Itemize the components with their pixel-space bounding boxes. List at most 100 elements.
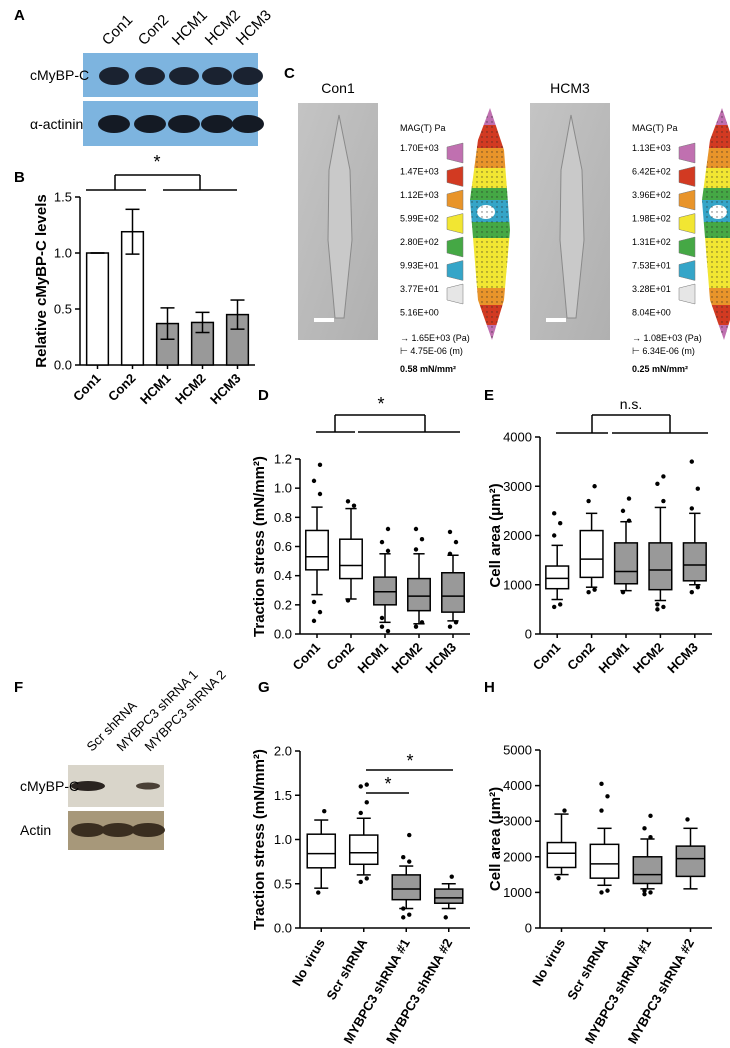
outlier <box>379 624 385 629</box>
x-tick-label: HCM2 <box>630 640 667 677</box>
outlier <box>586 589 591 595</box>
outlier <box>695 585 700 590</box>
y-axis-label: Cell area (μm²) <box>487 787 504 891</box>
legend-swatch <box>678 166 696 187</box>
annotation: * <box>384 774 391 794</box>
outlier <box>345 499 351 504</box>
box <box>545 565 570 590</box>
box <box>675 845 706 878</box>
y-tick-label: 0.5 <box>274 876 292 891</box>
row-label: Actin <box>20 822 51 838</box>
outlier <box>552 604 557 610</box>
box <box>391 874 422 901</box>
y-tick-label: 3000 <box>503 479 532 494</box>
outlier <box>620 589 626 595</box>
outlier <box>620 508 626 514</box>
outlier <box>648 890 653 895</box>
y-tick-label: 0.0 <box>54 358 72 373</box>
outlier <box>685 817 690 822</box>
outlier <box>358 784 363 789</box>
y-tick-label: 4000 <box>503 430 532 445</box>
outlier <box>413 547 419 552</box>
y-axis-label: Cell area (μm²) <box>487 483 504 587</box>
outlier <box>605 794 610 799</box>
outlier <box>379 539 385 545</box>
x-tick-label: Con1 <box>530 640 564 674</box>
outlier <box>599 781 604 787</box>
outlier <box>413 624 419 629</box>
heat-map <box>702 108 730 340</box>
outlier <box>648 835 653 840</box>
y-tick-label: 1000 <box>503 577 532 592</box>
outlier <box>385 526 391 532</box>
outlier <box>453 539 459 545</box>
legend-value: 2.80E+02 <box>400 237 439 247</box>
panel-label: A <box>14 7 25 24</box>
legend-value: 1.98E+02 <box>632 214 671 224</box>
legend-value: 1.47E+03 <box>400 167 439 177</box>
stress-value: 0.25 mN/mm² <box>632 364 688 374</box>
panel-label: G <box>258 679 270 696</box>
outlier <box>345 598 351 603</box>
cell-outline <box>327 114 353 319</box>
scale-bar <box>314 318 334 322</box>
outlier <box>407 832 412 838</box>
outlier <box>562 808 567 813</box>
outlier <box>358 810 363 816</box>
arrow-scale: → 1.65E+03 (Pa) <box>400 333 470 343</box>
outlier <box>661 498 666 504</box>
outlier <box>648 813 653 819</box>
outlier <box>626 518 632 523</box>
arrow-scale: → 1.08E+03 (Pa) <box>632 333 702 343</box>
outlier <box>689 589 694 595</box>
box <box>348 834 379 866</box>
blot-band <box>98 115 130 133</box>
y-tick-label: 2000 <box>503 528 532 543</box>
outlier <box>558 520 563 526</box>
outlier <box>552 511 557 516</box>
outlier <box>311 618 317 624</box>
x-tick-label: HCM1 <box>137 371 174 408</box>
legend-value: 1.70E+03 <box>400 143 439 153</box>
x-tick-label: HCM1 <box>595 640 632 677</box>
row-label: α-actinin <box>30 116 83 132</box>
y-tick-label: 3000 <box>503 814 532 829</box>
outlier <box>407 859 412 864</box>
stress-value: 0.58 mN/mm² <box>400 364 456 374</box>
outlier <box>586 498 591 504</box>
y-tick-label: 0.6 <box>274 539 292 554</box>
y-tick-label: 1.5 <box>54 190 72 205</box>
outlier <box>655 481 660 486</box>
box <box>682 542 707 582</box>
outlier <box>453 620 459 625</box>
legend-value: 1.13E+03 <box>632 143 671 153</box>
x-tick-label: No virus <box>529 936 568 989</box>
lane-label: Con2 <box>135 11 172 48</box>
y-tick-label: 0.0 <box>274 921 292 936</box>
panel-label: D <box>258 387 269 404</box>
heat-map <box>470 108 510 340</box>
legend-swatch <box>678 283 696 305</box>
blot-band <box>202 67 232 85</box>
outlier <box>447 551 453 556</box>
blot-band <box>134 115 166 133</box>
y-tick-label: 0.4 <box>274 568 292 583</box>
y-tick-label: 1.0 <box>54 246 72 261</box>
length-scale: ⊢ 6.34E-06 (m) <box>632 346 695 356</box>
blot-band <box>135 67 165 85</box>
box <box>589 843 620 879</box>
y-tick-label: 1.0 <box>274 481 292 496</box>
x-tick-label: HCM3 <box>664 640 701 677</box>
scale-bar <box>546 318 566 322</box>
outlier <box>311 478 317 484</box>
legend-swatch <box>446 283 464 305</box>
lane-label: Con1 <box>99 11 136 48</box>
y-tick-label: 0.8 <box>274 510 292 525</box>
outlier <box>599 808 604 813</box>
outlier <box>449 874 454 879</box>
outlier <box>592 484 597 489</box>
y-tick-label: 2000 <box>503 849 532 864</box>
y-tick-label: 0 <box>525 627 532 642</box>
y-tick-label: 1.0 <box>274 832 292 847</box>
legend-swatch <box>678 260 696 281</box>
